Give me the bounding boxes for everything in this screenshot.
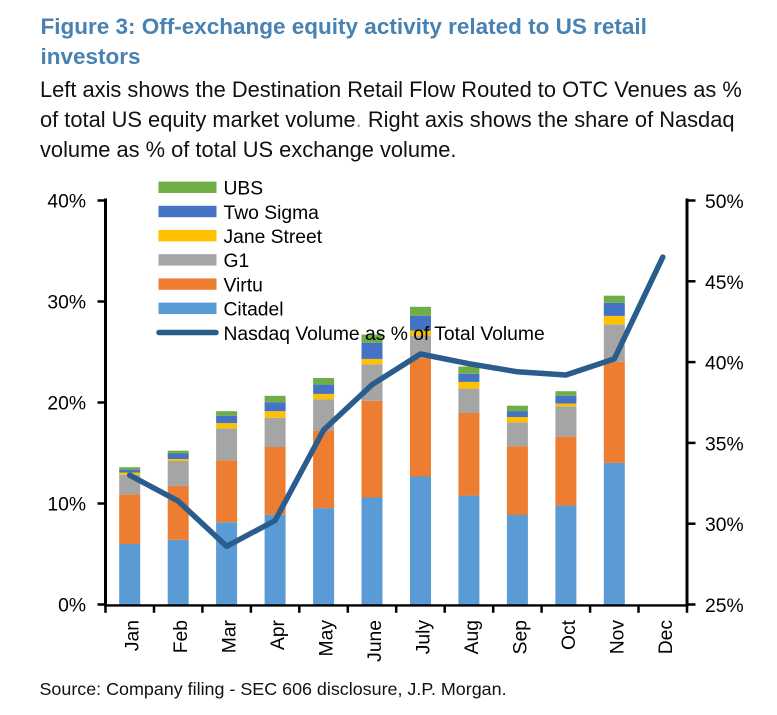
svg-text:Mar: Mar [220, 619, 241, 653]
svg-text:May: May [317, 620, 338, 657]
svg-text:Apr: Apr [268, 619, 289, 650]
svg-text:30%: 30% [47, 293, 86, 314]
svg-text:40%: 40% [705, 354, 744, 375]
svg-text:Two Sigma: Two Sigma [224, 203, 320, 224]
svg-text:Feb: Feb [171, 620, 192, 653]
svg-text:40%: 40% [47, 192, 86, 213]
svg-text:Dec: Dec [656, 620, 677, 655]
svg-text:Oct: Oct [559, 619, 580, 650]
svg-text:July: July [414, 620, 435, 655]
svg-text:Nov: Nov [607, 620, 628, 655]
svg-text:Jan: Jan [123, 620, 144, 651]
svg-text:50%: 50% [705, 192, 744, 213]
svg-text:Sep: Sep [510, 620, 531, 654]
svg-text:25%: 25% [705, 596, 744, 617]
svg-text:UBS: UBS [224, 179, 264, 200]
svg-text:0%: 0% [58, 596, 86, 617]
svg-text:30%: 30% [705, 515, 744, 536]
svg-text:45%: 45% [705, 273, 744, 294]
svg-text:Virtu: Virtu [224, 275, 263, 296]
svg-text:Nasdaq Volume as % of Total Vo: Nasdaq Volume as % of Total Volume [224, 324, 545, 345]
svg-text:G1: G1 [224, 251, 250, 272]
svg-text:June: June [365, 620, 386, 662]
svg-text:20%: 20% [47, 394, 86, 415]
svg-text:35%: 35% [705, 434, 744, 455]
svg-text:Aug: Aug [462, 620, 483, 654]
svg-text:10%: 10% [47, 495, 86, 516]
svg-text:Citadel: Citadel [224, 300, 284, 321]
svg-text:Jane Street: Jane Street [224, 227, 323, 248]
